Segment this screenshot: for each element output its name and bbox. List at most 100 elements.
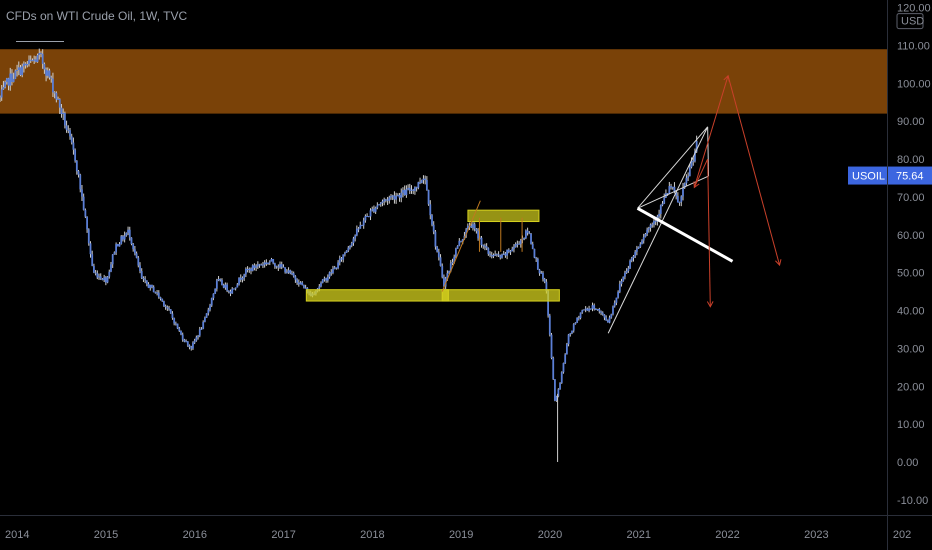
candle-body [246, 269, 249, 271]
y-tick-label: -10.00 [897, 495, 928, 507]
candle-body [229, 291, 232, 294]
candle-body [75, 160, 78, 172]
candle-body [526, 230, 529, 233]
candle-body [82, 196, 85, 210]
candle-body [57, 98, 59, 100]
candle-body [299, 282, 302, 285]
candle-body [458, 240, 461, 246]
candle-body [647, 228, 650, 230]
candle-body [197, 335, 199, 338]
candle-body [453, 256, 456, 262]
candle-body [168, 308, 170, 310]
candle-body [555, 396, 558, 401]
candle-body [567, 334, 570, 345]
candle-body [484, 245, 486, 247]
candle-body [108, 271, 111, 277]
candle-body [352, 238, 355, 244]
candle-body [518, 243, 520, 245]
neckline [636, 206, 734, 263]
candle-body [439, 257, 442, 266]
candle-body [142, 277, 145, 280]
candle-body [608, 317, 611, 323]
candle-body [514, 244, 517, 248]
candle-body [466, 225, 469, 230]
candle-body [624, 272, 626, 277]
candle-body [359, 225, 362, 229]
candle-body [344, 252, 346, 255]
candle-body [422, 178, 425, 181]
candle-body [135, 253, 138, 258]
candle-body [122, 236, 124, 240]
candle-body [178, 328, 181, 331]
y-tick-label: 40.00 [897, 306, 925, 318]
support-box [441, 289, 560, 302]
candle-body [60, 107, 63, 114]
candle-body [410, 189, 413, 191]
candle-body [400, 192, 403, 198]
candle-body [629, 260, 631, 269]
candle-body [381, 201, 384, 203]
candle-body [596, 308, 599, 310]
candle-body [338, 258, 341, 263]
candle-body [509, 251, 512, 253]
candle-body [367, 216, 370, 218]
candle-body [637, 246, 640, 249]
candle-body [470, 226, 473, 228]
chart-title: CFDs on WTI Crude Oil, 1W, TVC [6, 9, 188, 23]
candle-body [38, 52, 41, 56]
candle-body [489, 253, 491, 256]
candle-body [123, 235, 126, 240]
candle-body [591, 305, 594, 309]
candle-body [325, 278, 328, 281]
candle-body [212, 293, 215, 299]
projection-line [693, 75, 729, 188]
candle-body [14, 70, 17, 79]
x-tick-label: 2017 [271, 529, 295, 541]
candle-body [535, 257, 538, 259]
candle-body [17, 67, 20, 71]
channel-line [637, 126, 709, 209]
candle-body [369, 210, 372, 217]
candle-body [437, 251, 440, 258]
candle-body [65, 125, 68, 130]
candle-body [425, 179, 428, 191]
candle-body [318, 286, 321, 289]
candle-body [277, 266, 280, 268]
candle-body [174, 323, 177, 325]
y-tick-label: 60.00 [897, 230, 925, 242]
candle-body [79, 174, 82, 190]
candle-body [93, 265, 95, 273]
candle-body [195, 337, 198, 341]
candle-body [504, 253, 507, 256]
candle-body [480, 237, 483, 245]
candle-body [571, 330, 573, 334]
candle-body [680, 196, 683, 202]
candle-body [670, 186, 672, 188]
candle-body [96, 273, 99, 278]
candle-body [41, 53, 44, 64]
candle-body [4, 81, 7, 88]
projection-line [693, 158, 709, 188]
candle-body [63, 112, 66, 126]
candle-body [190, 347, 193, 349]
candle-body [695, 140, 698, 152]
candle-body [21, 66, 24, 76]
candle-body [388, 197, 391, 201]
candle-body [328, 272, 331, 278]
currency-box [896, 13, 924, 30]
candle-body [181, 334, 184, 340]
support-box [467, 209, 540, 223]
candle-body [110, 264, 112, 272]
candle-body [332, 269, 334, 274]
candle-body [456, 245, 459, 249]
candle-body [384, 199, 387, 201]
candle-body [678, 201, 681, 203]
candle-body [350, 243, 353, 246]
candle-body [542, 272, 544, 279]
candle-body [275, 266, 278, 268]
candle-body [536, 258, 539, 270]
candle-body [543, 278, 546, 282]
candle-body [46, 70, 49, 76]
candle-body [128, 229, 131, 238]
